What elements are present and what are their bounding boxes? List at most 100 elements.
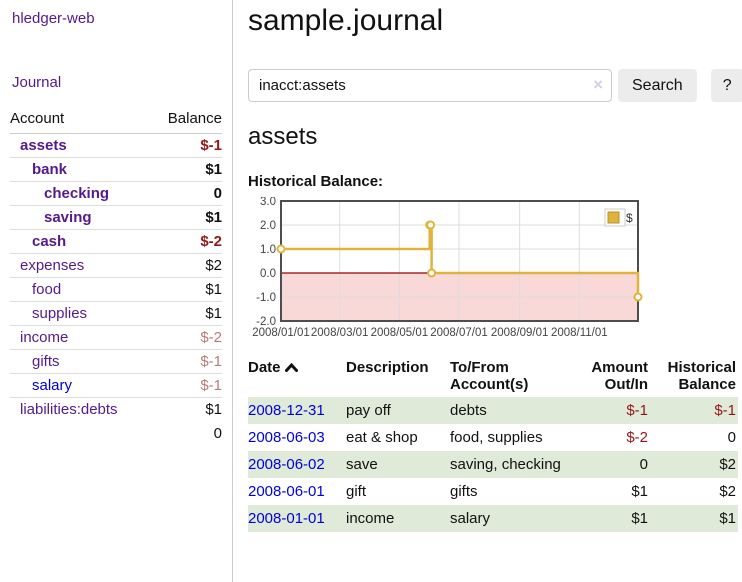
- account-link-cash[interactable]: cash: [32, 233, 67, 250]
- account-balance: $1: [150, 205, 222, 230]
- sort-ascending-icon: [284, 362, 298, 372]
- account-row: bank $1: [10, 157, 222, 182]
- register-balance: 0: [727, 429, 736, 446]
- x-axis-tick-label: 2008/05/01: [371, 327, 429, 339]
- account-link-assets[interactable]: assets: [20, 137, 67, 154]
- register-row: 2008-01-01 income salary $1 $1: [248, 505, 738, 532]
- chart-data-point: [276, 244, 286, 254]
- register-header-amount-out-in: Amount Out/In: [591, 359, 648, 393]
- search-input[interactable]: [248, 69, 612, 102]
- x-axis-tick-label: 2008/07/01: [430, 327, 488, 339]
- register-amount: $-2: [626, 429, 648, 446]
- register-accounts: saving, checking: [450, 456, 561, 473]
- account-link-saving[interactable]: saving: [44, 209, 92, 226]
- chart-data-point: [427, 268, 437, 278]
- date-link[interactable]: 2008-12-31: [248, 402, 325, 419]
- total-balance: 0: [213, 425, 222, 442]
- account-row: income $-2: [10, 325, 222, 350]
- register-balance: $-1: [714, 402, 736, 419]
- register-row: 2008-12-31 pay off debts $-1 $-1: [248, 397, 738, 424]
- sidebar: hledger-web Journal Account Balance asse…: [0, 0, 233, 582]
- y-axis-tick-label: -1.0: [256, 292, 276, 304]
- account-balance: $-2: [150, 325, 222, 350]
- sidebar-item-journal[interactable]: Journal: [12, 74, 62, 91]
- account-row: cash $-2: [10, 229, 222, 254]
- register-header-historical-balance: Historical Balance: [667, 359, 736, 393]
- account-heading: assets: [248, 123, 318, 150]
- account-link-checking[interactable]: checking: [44, 185, 110, 202]
- account-row: salary $-1: [10, 373, 222, 398]
- account-balance: 0: [150, 181, 222, 206]
- account-link-expenses[interactable]: expenses: [20, 257, 85, 274]
- x-axis-tick-label: 2008/09/01: [491, 327, 549, 339]
- account-balance: $1: [150, 301, 222, 326]
- register-header-to-from-account-s-: To/From Account(s): [450, 359, 529, 393]
- clear-search-icon[interactable]: ×: [593, 75, 603, 94]
- register-row: 2008-06-01 gift gifts $1 $2: [248, 478, 738, 505]
- account-link-income[interactable]: income: [20, 329, 69, 346]
- x-axis-tick-label: 2008/01/01: [252, 327, 310, 339]
- date-link[interactable]: 2008-06-03: [248, 429, 325, 446]
- account-link-liabilities-debts[interactable]: liabilities:debts: [20, 401, 118, 418]
- date-link[interactable]: 2008-06-01: [248, 483, 325, 500]
- register-row: 2008-06-03 eat & shop food, supplies $-2 0: [248, 424, 738, 451]
- chart-data-point: [426, 220, 436, 230]
- account-balance: $1: [150, 277, 222, 302]
- y-axis-tick-label: -2.0: [256, 316, 276, 328]
- x-axis-tick-label: 2008/03/01: [311, 327, 369, 339]
- register-description: gift: [346, 483, 367, 500]
- account-balance: $-2: [150, 229, 222, 254]
- help-button[interactable]: ?: [710, 69, 742, 102]
- main-content: sample.journal × Search ? assets Histori…: [233, 0, 742, 582]
- accounts-table: Account Balance assets $-1 bank $1 checking 0…: [10, 107, 222, 446]
- register-description: pay off: [346, 402, 391, 419]
- register-balance: $1: [719, 510, 736, 527]
- app-title-link[interactable]: hledger-web: [12, 10, 95, 27]
- date-link[interactable]: 2008-06-02: [248, 456, 325, 473]
- chart-title: Historical Balance:: [248, 173, 384, 190]
- account-balance: $-1: [150, 349, 222, 374]
- legend-label: $: [626, 211, 633, 225]
- y-axis-tick-label: 2.0: [260, 220, 276, 232]
- register-amount: 0: [639, 456, 648, 473]
- search-button[interactable]: Search: [618, 69, 697, 102]
- register-accounts: debts: [450, 402, 487, 419]
- register-accounts: food, supplies: [450, 429, 543, 446]
- total-row: 0: [10, 421, 222, 446]
- account-balance: $2: [150, 253, 222, 278]
- register-header-description: Description: [346, 359, 429, 376]
- register-amount: $-1: [626, 402, 648, 419]
- account-row: assets $-1: [10, 134, 222, 158]
- register-description: income: [346, 510, 395, 527]
- register-amount: $1: [631, 510, 648, 527]
- register-table: Date Description To/From Account(s) Amount …: [248, 357, 738, 532]
- account-row: supplies $1: [10, 301, 222, 326]
- account-balance: $-1: [150, 373, 222, 398]
- account-link-gifts[interactable]: gifts: [32, 353, 60, 370]
- account-row: saving $1: [10, 205, 222, 230]
- account-link-bank[interactable]: bank: [32, 161, 68, 178]
- account-link-supplies[interactable]: supplies: [32, 305, 88, 322]
- register-row: 2008-06-02 save saving, checking 0 $2: [248, 451, 738, 478]
- register-description: save: [346, 456, 378, 473]
- account-link-food[interactable]: food: [32, 281, 62, 298]
- legend-swatch-icon: [607, 211, 620, 224]
- date-link[interactable]: 2008-01-01: [248, 510, 325, 527]
- account-column-header: Account: [10, 107, 151, 134]
- y-axis-tick-label: 3.0: [260, 197, 276, 208]
- account-balance: $1: [150, 157, 222, 182]
- register-amount: $1: [631, 483, 648, 500]
- account-balance: $-1: [200, 137, 222, 154]
- y-axis-tick-label: 1.0: [260, 244, 276, 256]
- account-link-salary[interactable]: salary: [32, 377, 73, 394]
- page-title: sample.journal: [248, 4, 444, 37]
- register-header-date[interactable]: Date: [248, 357, 346, 397]
- x-axis-tick-label: 2008/11/01: [551, 327, 608, 339]
- register-accounts: gifts: [450, 483, 478, 500]
- search-bar: × Search ?: [248, 69, 742, 102]
- account-row: checking 0: [10, 181, 222, 206]
- account-row: food $1: [10, 277, 222, 302]
- account-row: expenses $2: [10, 253, 222, 278]
